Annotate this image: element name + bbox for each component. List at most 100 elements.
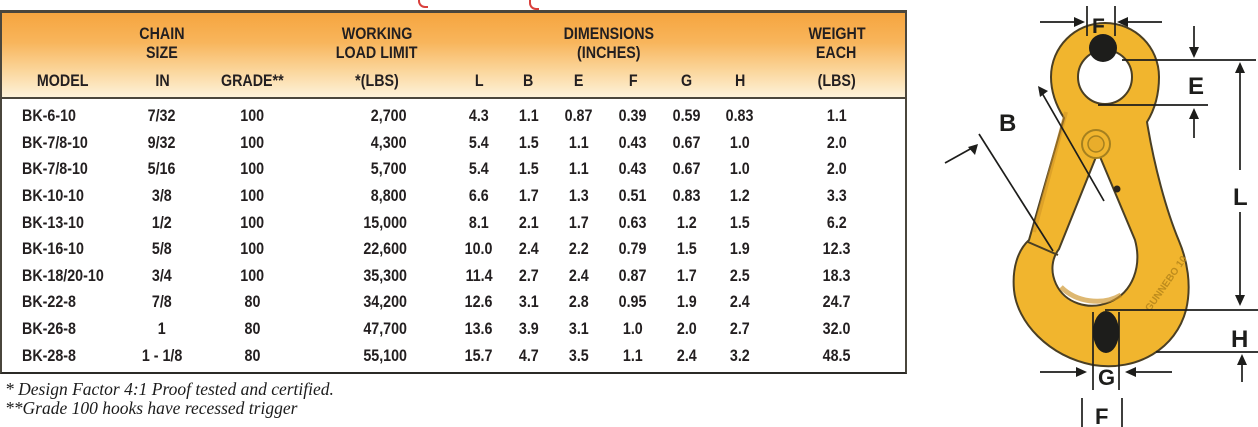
- table-cell: 2.5: [730, 265, 750, 285]
- dim-letter-header: G: [680, 71, 693, 90]
- table-cell: 0.87: [565, 106, 593, 126]
- table-cell: 1.5: [676, 239, 697, 259]
- table-cell: 1.2: [730, 186, 750, 206]
- table-cell: 0.83: [672, 186, 701, 206]
- table-row: BK-7/8-10 5/16 100 5,700 5.4 1.5 1.1 0.43 0.67 1.…: [2, 156, 905, 183]
- dim-letter-header: F: [628, 71, 638, 90]
- table-cell: 1.2: [676, 212, 697, 232]
- table-cell: 80: [244, 292, 260, 312]
- table-cell: 4.7: [518, 345, 539, 365]
- table-cell: 100: [240, 186, 264, 206]
- hook-body: [1012, 21, 1190, 368]
- table-cell: 55,100: [363, 345, 407, 365]
- table-cell: BK-7/8-10: [22, 159, 88, 179]
- dim-label-b: B: [999, 110, 1016, 137]
- table-cell: 100: [240, 212, 264, 232]
- table-cell: 2.7: [518, 265, 539, 285]
- table-cell: 3.2: [730, 345, 750, 365]
- table-cell: 100: [240, 159, 264, 179]
- dim-letter-header: H: [734, 71, 746, 90]
- table-cell: 1.0: [623, 319, 643, 339]
- table-cell: 32.0: [822, 319, 851, 339]
- table-cell: 1.9: [676, 292, 697, 312]
- table-cell: 1.1: [826, 106, 847, 126]
- latch-seam: [1027, 241, 1059, 256]
- table-cell: BK-22-8: [22, 292, 76, 312]
- table-cell: 3.5: [569, 345, 589, 365]
- table-cell: 2.0: [826, 132, 847, 152]
- table-row: BK-7/8-10 9/32 100 4,300 5.4 1.5 1.1 0.43 0.67 1.…: [2, 130, 905, 157]
- table-cell: 0.43: [619, 159, 647, 179]
- table-cell: 0.51: [619, 186, 647, 206]
- table-cell: 1.7: [676, 265, 697, 285]
- dimension-arrowheads: [968, 17, 1247, 377]
- table-cell: BK-7/8-10: [22, 132, 88, 152]
- footnote-grade-100: **Grade 100 hooks have recessed trigger: [5, 398, 298, 419]
- table-cell: 12.3: [822, 239, 851, 259]
- table-cell: 100: [240, 265, 264, 285]
- dim-label-g: G: [1098, 365, 1115, 390]
- table-cell: BK-13-10: [22, 212, 84, 232]
- table-cell: 0.95: [619, 292, 647, 312]
- dim-label-f-top: F: [1092, 15, 1105, 38]
- dim-letter-header: B: [523, 71, 534, 90]
- table-row: BK-13-10 1/2 100 15,000 8.1 2.1 1.7 0.63 1.2 1.5 6…: [2, 209, 905, 236]
- table-cell: 0.83: [726, 106, 754, 126]
- table-cell: BK-6-10: [22, 106, 76, 126]
- table-cell: 0.67: [672, 132, 701, 152]
- table-cell: 1.3: [569, 186, 589, 206]
- table-cell: 9/32: [148, 132, 176, 152]
- table-cell: 100: [240, 106, 264, 126]
- table-cell: 1.7: [569, 212, 589, 232]
- footnote-design-factor: * Design Factor 4:1 Proof tested and cer…: [5, 378, 334, 399]
- table-cell: 22,600: [363, 239, 407, 259]
- table-cell: 1.1: [518, 106, 539, 126]
- table-header: MODEL CHAIN SIZE IN GRADE** WORKING LOAD…: [0, 10, 907, 99]
- table-cell: 48.5: [822, 345, 851, 365]
- table-cell: 1.0: [730, 159, 750, 179]
- table-cell: 13.6: [465, 319, 493, 339]
- table-cell: 4.3: [469, 106, 489, 126]
- latch-pivot-center: [1087, 135, 1105, 153]
- table-cell: 5.4: [469, 159, 489, 179]
- table-cell: 11.4: [465, 265, 493, 285]
- table-cell: 2.1: [518, 212, 539, 232]
- table-cell: 10.0: [465, 239, 493, 259]
- table-cell: 1.5: [518, 132, 539, 152]
- table-cell: 4,300: [371, 132, 407, 152]
- table-cell: 12.6: [465, 292, 493, 312]
- hook-diagram: GUNNEBO 10: [944, 6, 1258, 427]
- cropped-title-fragment: [529, 0, 539, 10]
- table-cell: 3/4: [152, 265, 172, 285]
- table-row: BK-26-8 1 80 47,700 13.6 3.9 3.1 1.0 2.0 2.7 32.0: [2, 316, 905, 343]
- cropped-title-fragment: [418, 0, 428, 8]
- column-header-weight: WEIGHT EACH (LBS): [807, 24, 866, 90]
- table-cell: 7/32: [148, 106, 176, 126]
- table-cell: 0.79: [619, 239, 647, 259]
- table-row: BK-18/20-10 3/4 100 35,300 11.4 2.7 2.4 0.87 1.7…: [2, 263, 905, 290]
- table-cell: 1.1: [569, 159, 589, 179]
- table-cell: 2.0: [826, 159, 847, 179]
- dim-label-e: E: [1188, 73, 1204, 100]
- table-cell: 18.3: [822, 265, 851, 285]
- table-cell: 100: [240, 239, 264, 259]
- table-cell: 15.7: [465, 345, 493, 365]
- table-cell: 8.1: [469, 212, 489, 232]
- dim-letter-header: E: [574, 71, 584, 90]
- table-cell: 2.7: [730, 319, 750, 339]
- table-cell: 5,700: [371, 159, 407, 179]
- table-cell: 47,700: [363, 319, 407, 339]
- table-cell: 3.1: [518, 292, 539, 312]
- table-cell: 1/2: [152, 212, 172, 232]
- table-cell: 0.67: [672, 159, 701, 179]
- table-cell: 3.9: [518, 319, 539, 339]
- table-cell: 2.4: [676, 345, 697, 365]
- table-cell: 2.4: [569, 265, 589, 285]
- table-cell: BK-18/20-10: [22, 265, 104, 285]
- footnotes: * Design Factor 4:1 Proof tested and cer…: [0, 378, 907, 419]
- table-cell: 1.5: [730, 212, 750, 232]
- column-header-working-load-limit: WORKING LOAD LIMIT *(LBS): [336, 24, 418, 90]
